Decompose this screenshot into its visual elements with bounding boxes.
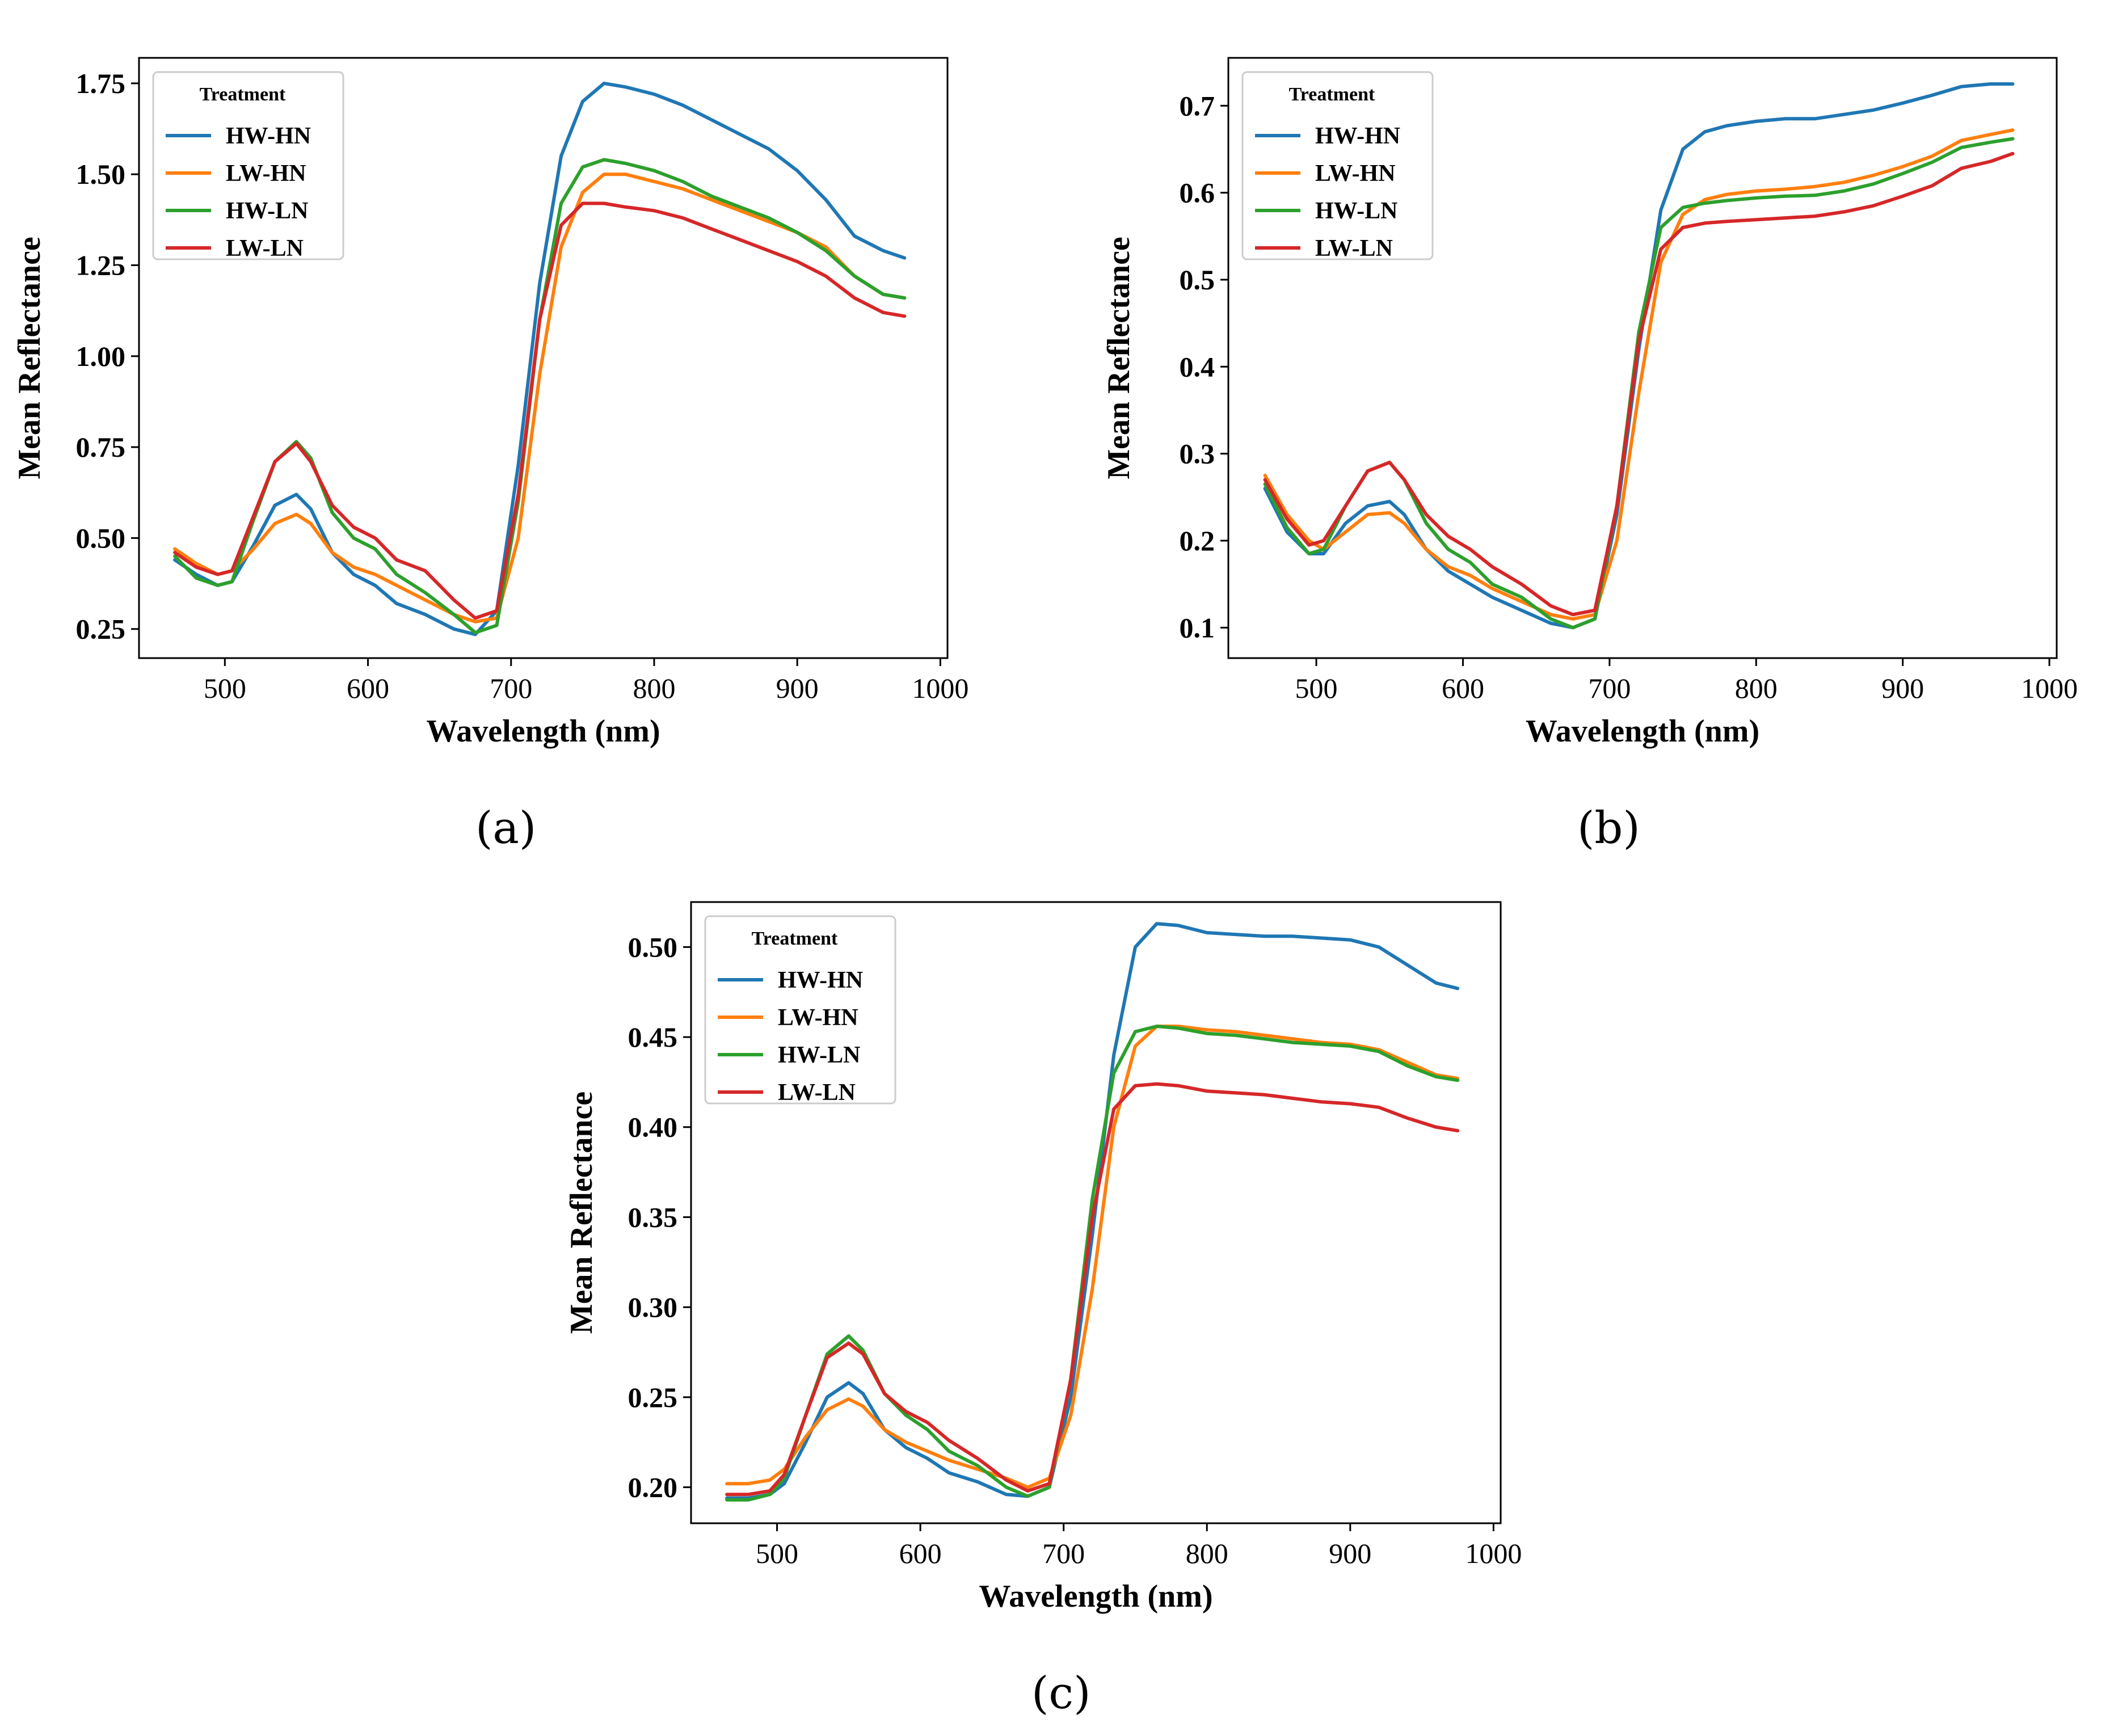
plot-frame <box>1227 57 2058 659</box>
series-line-lw-hn <box>1263 128 2015 621</box>
legend-title: Treatment <box>752 928 838 949</box>
legend-label-hw-ln: HW-LN <box>226 198 308 224</box>
legend-title: Treatment <box>200 84 286 105</box>
x-tick-label: 800 <box>1735 672 1778 704</box>
x-tick-label: 1000 <box>1465 1537 1522 1569</box>
x-tick-label: 800 <box>1186 1537 1228 1569</box>
y-tick-label: 0.5 <box>1180 264 1215 296</box>
x-tick-label: 500 <box>756 1537 798 1569</box>
x-tick-label: 500 <box>204 672 246 704</box>
legend-label-lw-ln: LW-LN <box>1315 235 1393 262</box>
y-tick-label: 0.75 <box>76 431 126 463</box>
x-tick-label: 700 <box>1042 1537 1085 1569</box>
y-tick-label: 0.2 <box>1180 525 1215 557</box>
x-tick-label: 900 <box>776 672 819 704</box>
x-tick-label: 700 <box>1588 672 1631 704</box>
legend-label-hw-hn: HW-HN <box>778 967 863 993</box>
series-line-lw-hn <box>725 1025 1460 1489</box>
y-tick-label: 0.25 <box>628 1381 678 1413</box>
panel-label-b: (b) <box>1577 803 1640 854</box>
x-tick-label: 1000 <box>2021 672 2078 704</box>
series-line-hw-hn <box>173 81 907 637</box>
legend: Treatment HW-HN LW-HN HW-LN LW-LN <box>152 71 344 262</box>
y-tick-label: 0.30 <box>628 1291 678 1323</box>
legend-box <box>1241 71 1434 260</box>
chart-panel-2: 500 600 700 800 900 1000 0.1 0.2 0.3 0.4 0.5 0.6 0.7… <box>1101 57 2078 749</box>
y-tick-label: 0.3 <box>1180 438 1215 470</box>
x-tick-label: 600 <box>1442 672 1484 704</box>
y-tick-label: 0.6 <box>1180 177 1215 209</box>
legend-label-hw-hn: HW-HN <box>226 123 311 149</box>
legend-label-lw-hn: LW-HN <box>1315 161 1396 187</box>
legend-box <box>152 71 344 260</box>
x-tick-label: 1000 <box>912 672 968 704</box>
panel-label-a: (a) <box>475 803 537 854</box>
y-axis-label: Mean Reflectance <box>12 237 47 479</box>
y-tick-label: 0.7 <box>1180 90 1215 121</box>
y-tick-label: 0.45 <box>628 1021 678 1053</box>
legend: Treatment HW-HN LW-HN HW-LN LW-LN <box>704 915 896 1106</box>
series-line-lw-ln <box>725 1082 1460 1497</box>
series-line-lw-ln <box>1263 151 2015 617</box>
x-tick-label: 600 <box>347 672 389 704</box>
y-tick-label: 0.35 <box>628 1201 678 1233</box>
legend-label-lw-hn: LW-HN <box>778 1005 858 1031</box>
y-tick-label: 1.75 <box>76 68 126 99</box>
legend-label-hw-hn: HW-HN <box>1315 123 1400 149</box>
y-tick-label: 0.50 <box>628 931 678 963</box>
x-tick-label: 900 <box>1329 1537 1371 1569</box>
legend-label-hw-ln: HW-LN <box>778 1042 860 1068</box>
chart-panel-3: 500 600 700 800 900 1000 0.20 0.25 0.30 0.35 0.40 0… <box>564 901 1522 1614</box>
y-tick-label: 0.20 <box>628 1472 678 1503</box>
series-line-lw-ln <box>173 201 907 620</box>
y-tick-label: 1.25 <box>76 249 126 281</box>
y-tick-label: 0.25 <box>76 613 126 645</box>
y-tick-label: 1.50 <box>76 158 126 190</box>
x-tick-label: 600 <box>899 1537 942 1569</box>
x-tick-label: 500 <box>1295 672 1338 704</box>
legend-label-lw-hn: LW-HN <box>226 161 306 187</box>
x-axis-label: Wavelength (nm) <box>979 1579 1212 1614</box>
legend-label-hw-ln: HW-LN <box>1315 198 1397 224</box>
x-axis-label: Wavelength (nm) <box>426 714 660 749</box>
x-axis-label: Wavelength (nm) <box>1526 714 1759 749</box>
x-tick-label: 800 <box>633 672 675 704</box>
legend-label-lw-ln: LW-LN <box>778 1080 856 1106</box>
legend-label-lw-ln: LW-LN <box>226 235 304 262</box>
x-tick-label: 700 <box>490 672 532 704</box>
legend: Treatment HW-HN LW-HN HW-LN LW-LN <box>1241 71 1434 262</box>
y-tick-label: 0.4 <box>1180 351 1215 382</box>
x-tick-label: 900 <box>1881 672 1924 704</box>
y-axis-label: Mean Reflectance <box>564 1092 599 1334</box>
chart-panel-1: 500 600 700 800 900 1000 0.25 0.50 0.75 1.00 1.25 1… <box>12 57 968 749</box>
plot-frame <box>690 901 1502 1524</box>
y-tick-label: 0.50 <box>76 522 126 554</box>
y-tick-label: 0.1 <box>1180 612 1215 643</box>
legend-title: Treatment <box>1289 84 1375 105</box>
y-tick-label: 1.00 <box>76 340 126 372</box>
y-axis-label: Mean Reflectance <box>1101 237 1136 479</box>
y-tick-label: 0.40 <box>628 1111 678 1143</box>
series-line-lw-hn <box>173 172 907 623</box>
legend-box <box>704 915 896 1105</box>
plot-frame <box>138 57 949 659</box>
panel-label-c: (c) <box>1031 1668 1091 1719</box>
